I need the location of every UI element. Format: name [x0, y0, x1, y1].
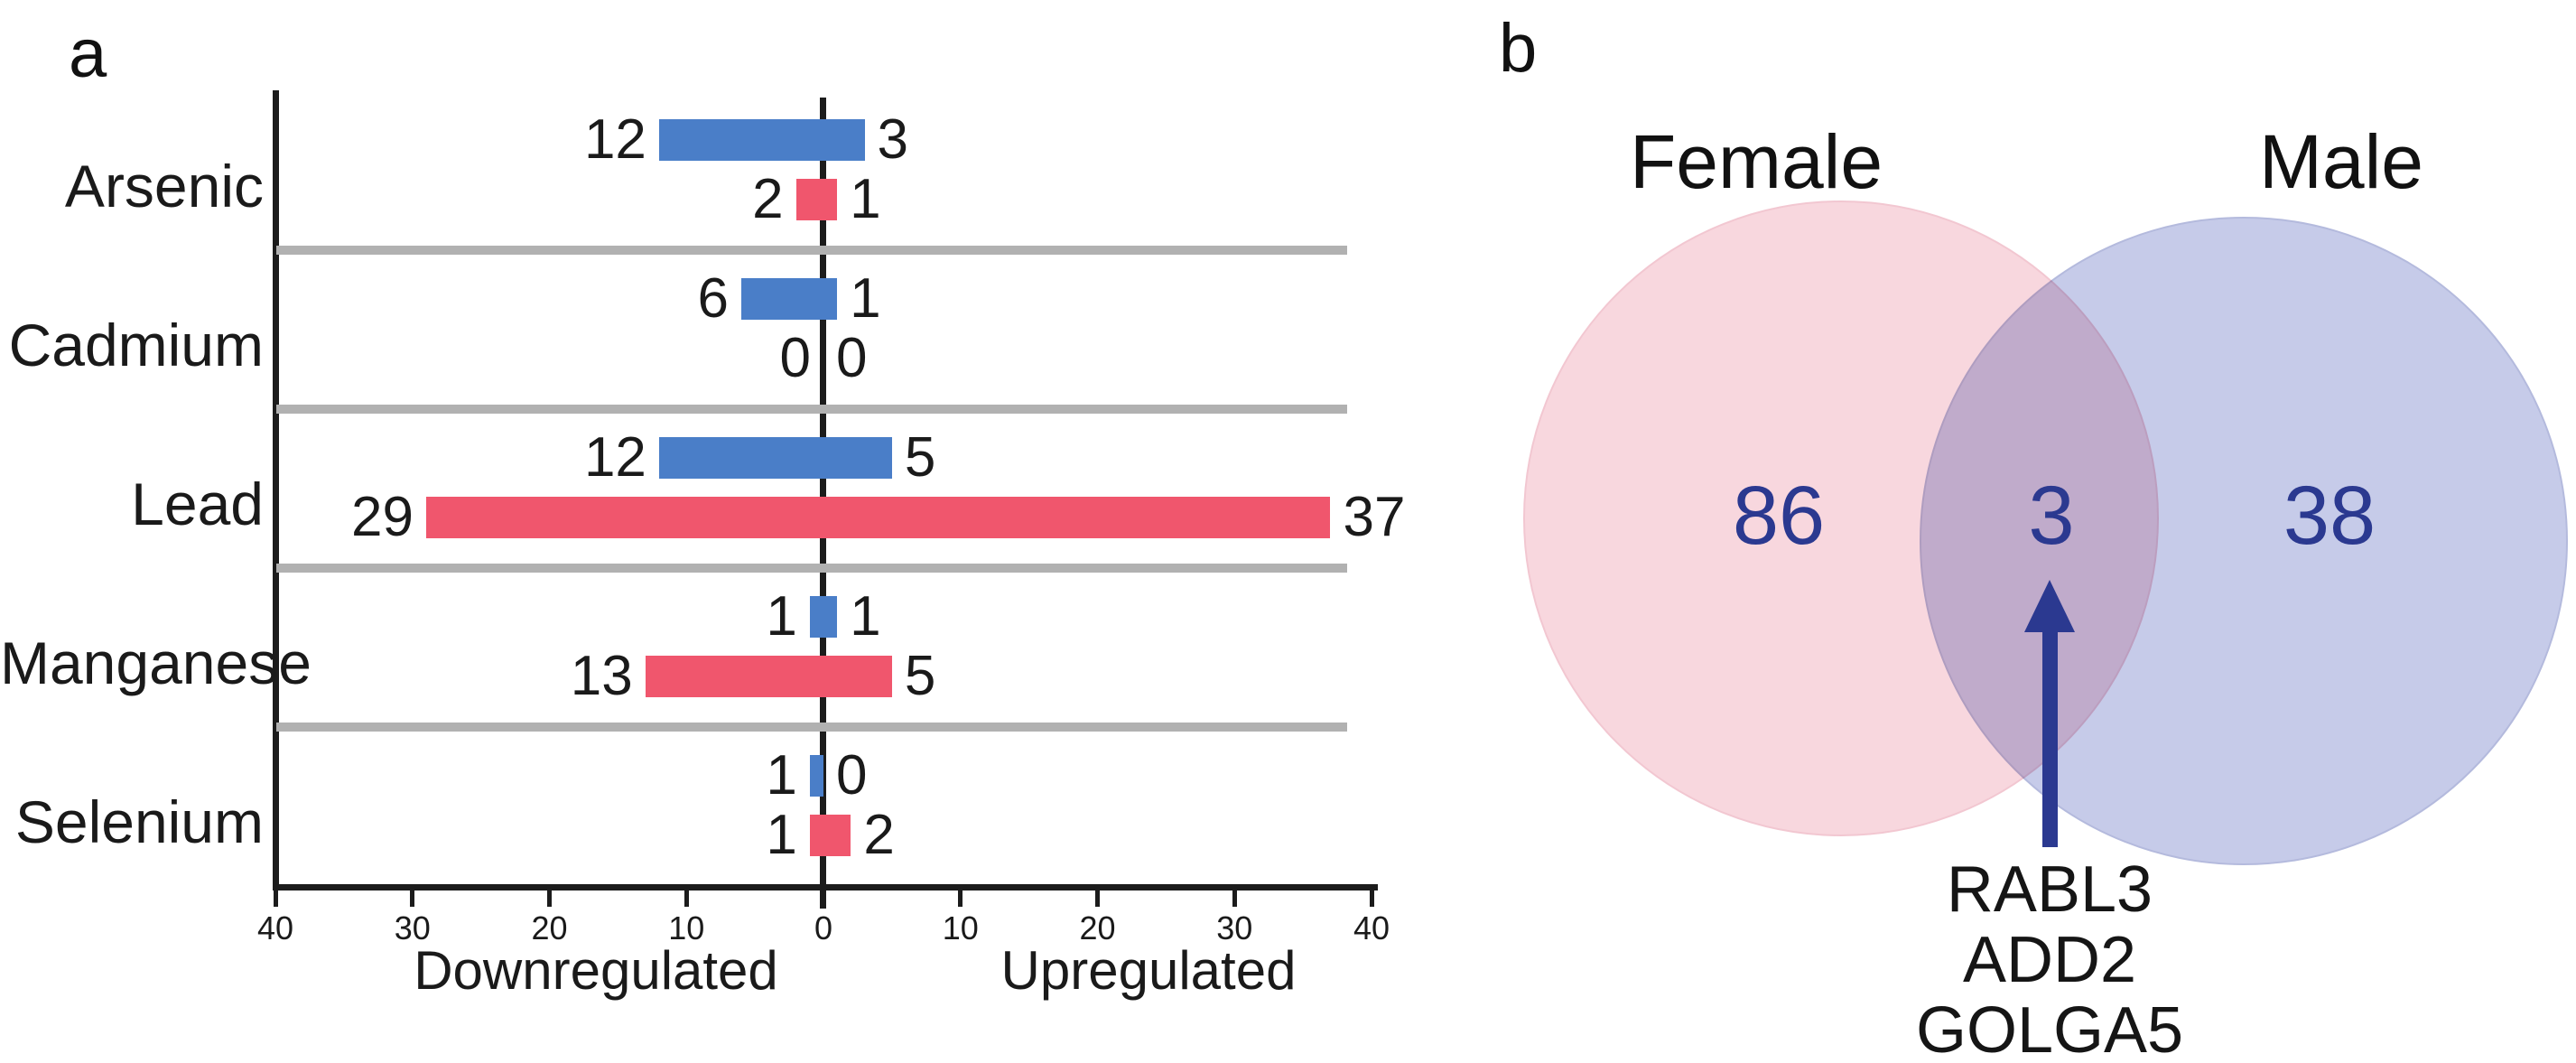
axis-tick — [410, 887, 415, 907]
category-label-arsenic: Arsenic — [64, 153, 264, 219]
axis-tick — [1369, 887, 1374, 907]
venn-label-female: Female — [1629, 119, 1883, 204]
venn-count-male-only: 38 — [2283, 470, 2376, 562]
venn-circle-male — [1920, 217, 2568, 865]
arsenic-red-up-label: 1 — [850, 168, 881, 230]
cadmium-red-up-label: 0 — [836, 327, 868, 389]
row-separator — [276, 405, 1347, 414]
axis-tick — [273, 887, 278, 907]
gene-name: GOLGA5 — [1915, 994, 2184, 1063]
arsenic-red-down-label: 2 — [752, 168, 784, 230]
gene-name: ADD2 — [1962, 924, 2137, 996]
axis-tick-label: 30 — [394, 909, 431, 946]
axis-tick-label: 40 — [1353, 909, 1390, 946]
axis-tick-label: 0 — [814, 909, 833, 946]
selenium-red-down-label: 1 — [766, 804, 797, 866]
row-separator — [276, 723, 1347, 732]
lead-blue-bar — [658, 437, 892, 479]
lead-red-down-label: 29 — [350, 486, 414, 548]
axis-tick-label: 10 — [668, 909, 705, 946]
category-label-cadmium: Cadmium — [8, 312, 264, 378]
selenium-red-up-label: 2 — [863, 804, 895, 866]
cadmium-blue-bar — [740, 278, 838, 320]
arrow-up-icon — [2024, 580, 2075, 632]
manganese-red-bar — [645, 656, 892, 697]
manganese-blue-down-label: 1 — [766, 585, 797, 648]
arsenic-red-bar — [795, 179, 838, 220]
venn-label-male: Male — [2258, 119, 2424, 204]
category-label-lead: Lead — [131, 471, 264, 537]
arsenic-blue-up-label: 3 — [877, 108, 908, 171]
lead-red-up-label: 37 — [1343, 486, 1406, 548]
venn-count-overlap: 3 — [2028, 470, 2075, 562]
category-label-manganese: Manganese — [0, 629, 312, 696]
manganese-red-up-label: 5 — [904, 645, 936, 707]
manganese-red-down-label: 13 — [570, 645, 633, 707]
selenium-red-bar — [809, 815, 851, 856]
arsenic-blue-down-label: 12 — [583, 108, 646, 171]
row-separator — [276, 564, 1347, 573]
gene-name: RABL3 — [1946, 853, 2153, 926]
selenium-blue-down-label: 1 — [766, 744, 797, 807]
overlap-gene-list: RABL3 ADD2 GOLGA5 — [1869, 854, 2230, 1063]
axis-tick — [958, 887, 963, 907]
lead-blue-down-label: 12 — [583, 426, 646, 489]
arsenic-blue-bar — [658, 119, 865, 161]
panel-b-label: b — [1499, 10, 1538, 87]
manganese-blue-bar — [809, 596, 838, 638]
axis-tick-label: 30 — [1216, 909, 1253, 946]
row-separator — [276, 246, 1347, 255]
axis-tick-label: 20 — [531, 909, 568, 946]
manganese-blue-up-label: 1 — [850, 585, 881, 648]
x-axis-label-upregulated: Upregulated — [1000, 940, 1297, 1001]
axis-tick-label: 10 — [942, 909, 979, 946]
cadmium-blue-down-label: 6 — [697, 267, 729, 330]
lead-red-bar — [425, 497, 1331, 538]
x-axis-label-downregulated: Downregulated — [414, 940, 778, 1001]
axis-tick-label: 40 — [256, 909, 294, 946]
selenium-blue-bar — [809, 755, 823, 797]
panel-a-label: a — [69, 15, 107, 92]
cadmium-red-down-label: 0 — [779, 327, 811, 389]
axis-tick — [684, 887, 689, 907]
axis-tick — [1232, 887, 1237, 907]
venn-count-female-only: 86 — [1732, 470, 1826, 562]
selenium-blue-up-label: 0 — [836, 744, 868, 807]
axis-tick — [547, 887, 552, 907]
axis-tick-label: 20 — [1079, 909, 1116, 946]
cadmium-blue-up-label: 1 — [850, 267, 881, 330]
category-label-selenium: Selenium — [14, 788, 264, 855]
axis-tick — [1095, 887, 1100, 907]
lead-blue-up-label: 5 — [904, 426, 936, 489]
arrow-shaft — [2042, 629, 2058, 847]
axis-tick — [821, 887, 826, 907]
y-axis-line — [273, 90, 279, 890]
